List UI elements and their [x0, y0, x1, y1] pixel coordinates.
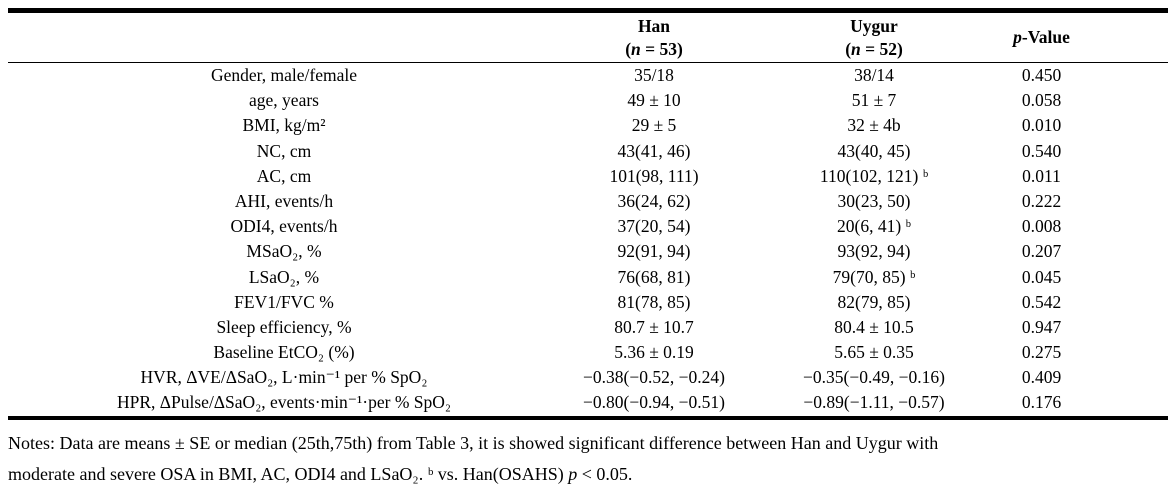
- notes-line-1: Notes: Data are means ± SE or median (25…: [8, 433, 939, 454]
- table-row: NC, cm 43(41, 46) 43(40, 45) 0.540: [8, 139, 1168, 164]
- notes-line-2-text: moderate and severe OSA in BMI, AC, ODI4…: [8, 464, 569, 485]
- han-value: −0.80(−0.94, −0.51): [583, 392, 725, 413]
- uygur-value: 80.4 ± 10.5: [834, 316, 914, 337]
- row-label: BMI, kg/m²: [242, 115, 326, 136]
- table-row: MSaO₂, % 92(91, 94) 93(92, 94) 0.207: [8, 239, 1168, 264]
- row-label: HPR, ΔPulse/ΔSaO₂, events·min⁻¹·per % Sp…: [116, 392, 452, 413]
- header-uygur-n-var: n: [851, 38, 861, 59]
- han-value: 49 ± 10: [627, 90, 681, 111]
- table-row: age, years 49 ± 10 51 ± 7 0.058: [8, 88, 1168, 113]
- header-uygur-n-value: = 52): [860, 38, 903, 59]
- uygur-value: 20(6, 41) ᵇ: [837, 216, 911, 237]
- table-row: AC, cm 101(98, 111) 110(102, 121) ᵇ 0.01…: [8, 164, 1168, 189]
- header-han-n-value: = 53): [640, 38, 683, 59]
- han-value: 29 ± 5: [631, 115, 677, 136]
- table-row: FEV1/FVC % 81(78, 85) 82(79, 85) 0.542: [8, 290, 1168, 315]
- row-label: age, years: [249, 90, 319, 111]
- p-value: 0.409: [1021, 367, 1062, 388]
- table-row: ODI4, events/h 37(20, 54) 20(6, 41) ᵇ 0.…: [8, 214, 1168, 239]
- p-value: 0.176: [1021, 392, 1062, 413]
- p-value: 0.008: [1021, 216, 1062, 237]
- header-han-name: Han: [637, 15, 671, 36]
- uygur-value: 5.65 ± 0.35: [834, 342, 914, 363]
- uygur-value: −0.35(−0.49, −0.16): [803, 367, 945, 388]
- p-value: 0.207: [1021, 241, 1062, 262]
- header-han-n-var: n: [631, 38, 641, 59]
- header-p-value: p-Value: [1000, 13, 1168, 62]
- header-uygur: Uygur (n = 52): [748, 13, 1000, 62]
- table-row: Sleep efficiency, % 80.7 ± 10.7 80.4 ± 1…: [8, 315, 1168, 340]
- uygur-value: 38/14: [854, 65, 894, 85]
- header-han: Han (n = 53): [560, 13, 748, 62]
- row-label: NC, cm: [256, 140, 312, 161]
- row-label: HVR, ΔVE/ΔSaO₂, L·min⁻¹ per % SpO₂: [140, 367, 428, 388]
- header-p-italic: p: [1013, 27, 1022, 47]
- han-value: 101(98, 111): [609, 165, 699, 186]
- p-value: 0.058: [1021, 90, 1062, 111]
- uygur-value: 51 ± 7: [851, 90, 897, 111]
- han-value: 5.36 ± 0.19: [614, 342, 694, 363]
- uygur-value: 110(102, 121) ᵇ: [819, 165, 929, 186]
- han-value: 43(41, 46): [617, 140, 691, 161]
- p-value: 0.450: [1021, 65, 1062, 85]
- notes-p-threshold: < 0.05.: [577, 464, 633, 485]
- han-value: 92(91, 94): [617, 241, 691, 262]
- notes-p-italic: p: [568, 464, 578, 485]
- row-label: Baseline EtCO₂ (%): [213, 342, 355, 363]
- p-value: 0.542: [1021, 291, 1062, 312]
- header-p-rest: -Value: [1021, 27, 1070, 47]
- uygur-value: 32 ± 4b: [847, 115, 901, 136]
- row-label: Sleep efficiency, %: [216, 316, 352, 337]
- row-label: AC, cm: [256, 165, 312, 186]
- table-row: HPR, ΔPulse/ΔSaO₂, events·min⁻¹·per % Sp…: [8, 390, 1168, 415]
- table-bottom-rule: [8, 415, 1168, 421]
- header-han-n: (n = 53): [560, 38, 748, 61]
- row-label: ODI4, events/h: [230, 216, 338, 237]
- p-value: 0.045: [1021, 266, 1062, 287]
- p-value: 0.010: [1021, 115, 1062, 136]
- row-label: FEV1/FVC %: [234, 291, 334, 312]
- table-row: Gender, male/female 35/18 38/14 0.450: [8, 63, 1168, 88]
- p-value: 0.947: [1021, 316, 1062, 337]
- row-label: AHI, events/h: [234, 190, 334, 211]
- p-value: 0.222: [1021, 190, 1062, 211]
- han-value: 35/18: [634, 65, 674, 85]
- han-value: 37(20, 54): [617, 216, 691, 237]
- header-uygur-n: (n = 52): [748, 38, 1000, 61]
- table-row: AHI, events/h 36(24, 62) 30(23, 50) 0.22…: [8, 189, 1168, 214]
- header-p-value-text: p-Value: [1013, 26, 1070, 49]
- p-value: 0.011: [1022, 165, 1061, 186]
- table-top-rule: [8, 8, 1168, 13]
- header-han-n-open: (: [625, 38, 632, 59]
- table-body: Gender, male/female 35/18 38/14 0.450 ag…: [8, 63, 1168, 416]
- han-value: 80.7 ± 10.7: [614, 316, 694, 337]
- uygur-value: 79(70, 85) ᵇ: [832, 266, 916, 287]
- uygur-value: −0.89(−1.11, −0.57): [803, 392, 945, 413]
- notes-line-2: moderate and severe OSA in BMI, AC, ODI4…: [8, 459, 1168, 487]
- header-uygur-n-open: (: [845, 38, 852, 59]
- table-header-row: Han (n = 53) Uygur (n = 52) p-Value: [8, 13, 1168, 62]
- table-row: LSaO₂, % 76(68, 81) 79(70, 85) ᵇ 0.045: [8, 265, 1168, 290]
- header-row-label: [8, 13, 560, 62]
- table-notes: Notes: Data are means ± SE or median (25…: [8, 428, 1168, 487]
- han-value: 36(24, 62): [617, 190, 691, 211]
- row-label: MSaO₂, %: [246, 241, 322, 262]
- table-row: BMI, kg/m² 29 ± 5 32 ± 4b 0.010: [8, 113, 1168, 138]
- han-value: −0.38(−0.52, −0.24): [583, 367, 725, 388]
- p-value: 0.275: [1021, 342, 1062, 363]
- header-uygur-name: Uygur: [850, 15, 898, 36]
- table-row: Baseline EtCO₂ (%) 5.36 ± 0.19 5.65 ± 0.…: [8, 340, 1168, 365]
- table-row: HVR, ΔVE/ΔSaO₂, L·min⁻¹ per % SpO₂ −0.38…: [8, 365, 1168, 390]
- uygur-value: 43(40, 45): [837, 140, 911, 161]
- han-value: 81(78, 85): [617, 291, 691, 312]
- row-label: Gender, male/female: [210, 65, 358, 85]
- han-value: 76(68, 81): [617, 266, 691, 287]
- row-label: LSaO₂, %: [248, 266, 320, 287]
- uygur-value: 30(23, 50): [837, 190, 911, 211]
- uygur-value: 82(79, 85): [837, 291, 911, 312]
- uygur-value: 93(92, 94): [837, 241, 911, 262]
- header-separator-rule: [8, 61, 1168, 63]
- p-value: 0.540: [1021, 140, 1062, 161]
